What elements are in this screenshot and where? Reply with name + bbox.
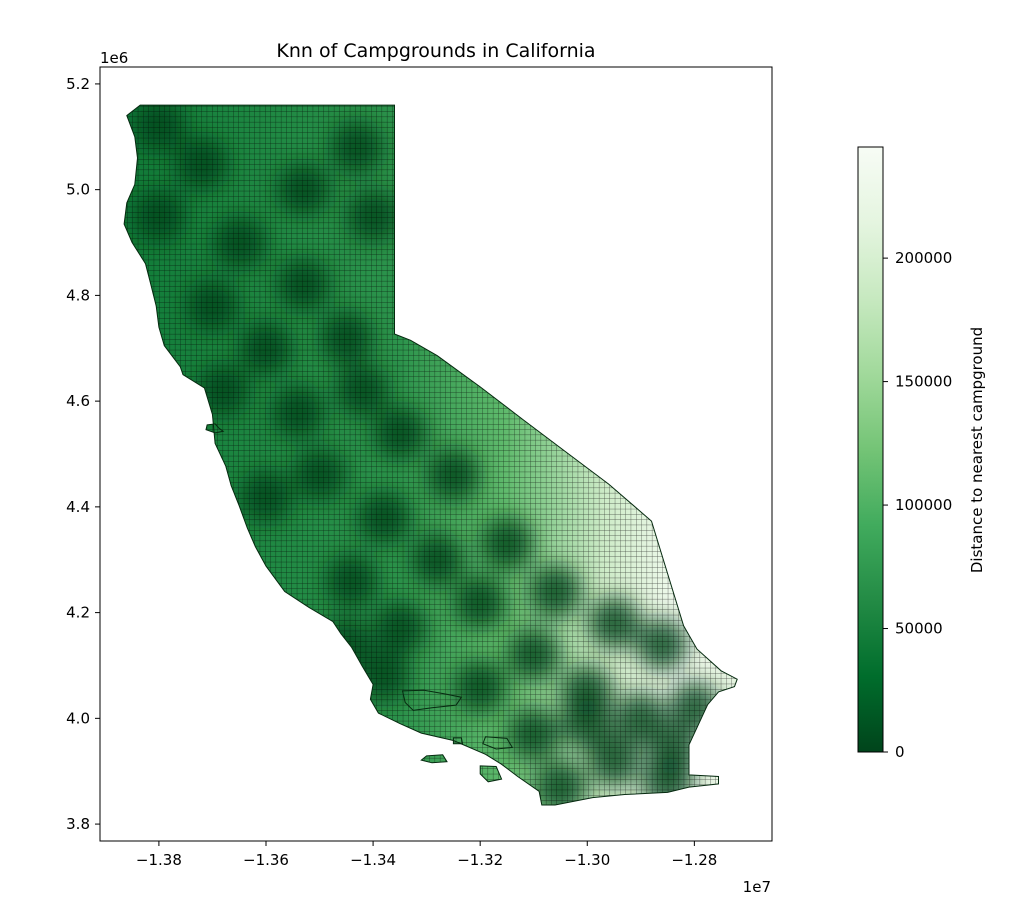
y-tick-label: 5.0 <box>66 181 90 199</box>
y-tick-label: 4.8 <box>66 286 90 304</box>
colorbar-tick-label: 150000 <box>895 373 952 391</box>
y-tick-label: 4.0 <box>66 709 90 727</box>
x-tick-label: −1.38 <box>136 851 182 869</box>
plot-frame <box>99 66 773 842</box>
island-outline <box>479 765 503 783</box>
heatmap-cells <box>124 105 738 806</box>
region-edges <box>123 104 738 806</box>
colorbar: 0 50000 100000 150000 200000 Distance to nea… <box>857 146 986 761</box>
chart-title: Knn of Campgrounds in California <box>276 40 595 62</box>
y-tick-label: 5.2 <box>66 75 90 93</box>
y-tick-label: 4.4 <box>66 498 90 516</box>
colorbar-tick-label: 0 <box>895 743 905 761</box>
mainland-outline <box>123 104 738 806</box>
x-axis: −1.38 −1.36 −1.34 −1.32 −1.30 −1.28 <box>136 841 717 869</box>
cell-grid <box>124 105 738 806</box>
x-tick-label: −1.34 <box>350 851 396 869</box>
y-tick-label: 3.8 <box>66 815 90 833</box>
x-tick-label: −1.36 <box>243 851 289 869</box>
island-outline <box>452 737 464 745</box>
colorbar-bar <box>857 146 884 753</box>
y-axis: 3.8 4.0 4.2 4.4 4.6 4.8 5.0 5.2 <box>66 75 100 833</box>
colorbar-tick-label: 100000 <box>895 496 952 514</box>
colorbar-ticks: 0 50000 100000 150000 200000 <box>883 249 952 761</box>
colorbar-tick-label: 200000 <box>895 249 952 267</box>
island-outline <box>420 754 448 764</box>
heatmap-layer <box>123 104 738 806</box>
y-tick-label: 4.2 <box>66 604 90 622</box>
x-tick-label: −1.32 <box>457 851 503 869</box>
x-axis-offset-label: 1e7 <box>743 878 771 896</box>
island-outline <box>205 423 225 434</box>
x-tick-label: −1.28 <box>671 851 717 869</box>
plot-area <box>123 104 738 806</box>
y-tick-label: 4.6 <box>66 392 90 410</box>
y-axis-offset-label: 1e6 <box>100 49 128 67</box>
x-tick-label: −1.30 <box>564 851 610 869</box>
island-outline <box>401 689 463 711</box>
colorbar-label: Distance to nearest campground <box>968 327 986 573</box>
island-outline <box>482 736 514 750</box>
colorbar-tick-label: 50000 <box>895 620 943 638</box>
